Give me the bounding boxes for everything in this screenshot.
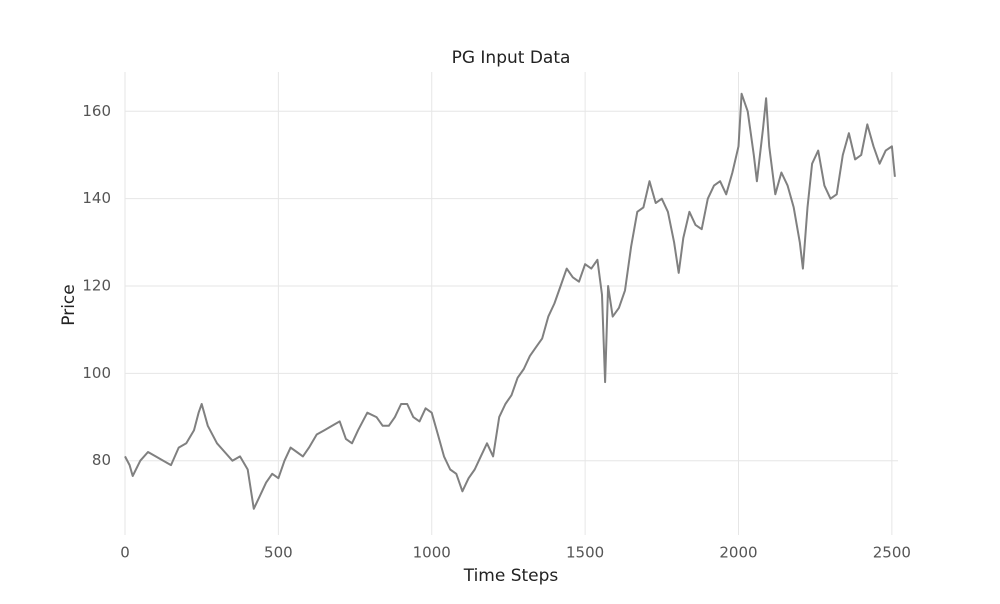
x-tick-label: 1000 (413, 544, 451, 562)
y-tick-label: 80 (92, 451, 111, 469)
y-tick-label: 160 (82, 102, 111, 120)
x-tick-label: 0 (120, 544, 130, 562)
x-tick-label: 1500 (566, 544, 604, 562)
x-tick-label: 2000 (719, 544, 757, 562)
price-line (124, 92, 896, 510)
y-tick-label: 120 (82, 277, 111, 295)
y-tick-label: 100 (82, 364, 111, 382)
y-tick-label: 140 (82, 189, 111, 207)
x-axis-label: Time Steps (463, 566, 559, 586)
chart-title: PG Input Data (452, 48, 571, 68)
y-axis-label: Price (59, 284, 79, 325)
x-tick-label: 500 (264, 544, 293, 562)
x-tick-label: 2500 (873, 544, 911, 562)
